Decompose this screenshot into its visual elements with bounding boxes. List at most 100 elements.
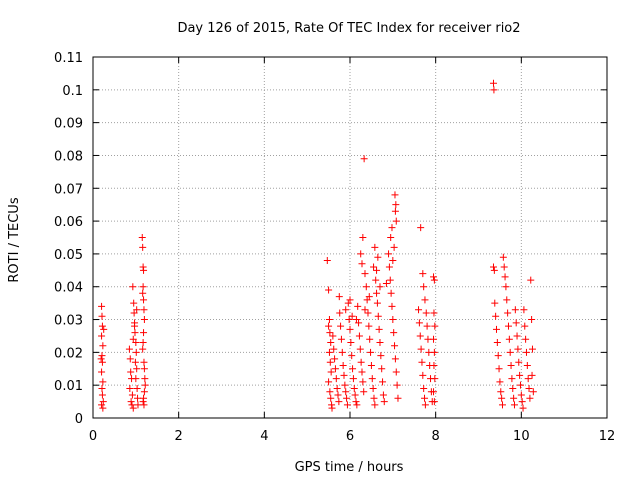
data-point	[133, 384, 141, 392]
data-point	[99, 378, 107, 386]
data-point	[369, 384, 377, 392]
plot-frame	[92, 56, 608, 419]
data-point	[139, 345, 147, 353]
data-point	[498, 401, 506, 409]
data-point	[98, 391, 106, 399]
data-point	[420, 384, 428, 392]
data-point	[513, 332, 521, 340]
data-point	[489, 79, 497, 87]
data-point	[526, 394, 534, 402]
data-point	[419, 270, 427, 278]
data-point	[387, 234, 395, 241]
data-point	[430, 309, 438, 317]
data-point	[337, 322, 345, 330]
data-point	[98, 358, 106, 366]
data-point	[140, 329, 148, 337]
data-point	[134, 394, 142, 402]
y-tick-label: 0.03	[54, 314, 83, 329]
data-point	[373, 289, 381, 297]
data-point	[391, 207, 399, 215]
data-point	[358, 260, 366, 268]
data-point	[327, 394, 335, 402]
y-tick-label: 0.09	[54, 117, 83, 132]
data-point	[497, 388, 505, 396]
data-point	[125, 345, 133, 353]
data-point	[359, 378, 367, 386]
data-point	[140, 296, 148, 304]
data-point	[98, 312, 106, 320]
data-point	[133, 306, 141, 314]
data-point	[326, 358, 334, 366]
data-point	[325, 316, 333, 324]
chart-title: Day 126 of 2015, Rate Of TEC Index for r…	[177, 21, 520, 36]
data-point	[127, 398, 135, 406]
data-point	[99, 398, 107, 406]
data-point	[345, 316, 353, 324]
data-point	[391, 342, 399, 350]
data-point	[348, 312, 356, 320]
data-point	[373, 266, 381, 274]
data-point	[415, 319, 423, 327]
data-point	[360, 388, 368, 396]
data-point	[335, 293, 343, 301]
data-point	[139, 398, 147, 406]
data-point	[366, 335, 374, 343]
data-point	[126, 355, 134, 363]
data-point	[327, 368, 335, 376]
data-point	[349, 365, 357, 373]
y-tick-label: 0.04	[54, 281, 83, 296]
data-point	[371, 401, 379, 409]
data-point	[501, 273, 509, 281]
data-point	[421, 394, 429, 402]
data-point	[516, 381, 524, 389]
data-point	[371, 243, 379, 251]
data-point	[99, 342, 107, 350]
data-point	[521, 322, 529, 330]
data-point	[378, 365, 386, 373]
data-point	[523, 361, 531, 369]
data-point	[528, 345, 536, 353]
y-tick-label: 0	[75, 412, 83, 427]
data-point	[379, 378, 387, 386]
data-point	[370, 263, 378, 271]
data-point	[417, 224, 425, 232]
data-point	[372, 276, 380, 284]
data-point	[126, 384, 134, 392]
data-point	[490, 266, 498, 274]
data-point	[374, 312, 382, 320]
data-point	[529, 388, 537, 396]
data-point	[393, 381, 401, 389]
data-point	[528, 371, 536, 379]
data-point	[338, 348, 346, 356]
data-point	[388, 224, 396, 232]
data-point	[503, 296, 511, 304]
data-point	[323, 256, 331, 264]
data-point	[504, 322, 512, 330]
data-point	[357, 250, 365, 258]
data-point	[392, 368, 400, 376]
data-point	[370, 394, 378, 402]
data-point	[360, 155, 368, 163]
data-point	[491, 299, 499, 307]
data-point	[132, 348, 140, 356]
data-point	[415, 306, 423, 314]
data-point	[416, 332, 424, 340]
data-point	[325, 378, 333, 386]
data-point	[390, 243, 398, 251]
data-point	[346, 325, 354, 333]
data-point	[386, 276, 394, 284]
data-point	[128, 391, 136, 399]
data-point	[129, 404, 137, 412]
data-point	[354, 302, 362, 310]
data-point	[422, 309, 430, 317]
data-point	[326, 388, 334, 396]
data-point	[129, 335, 137, 343]
data-point	[390, 329, 398, 337]
data-point	[389, 316, 397, 324]
x-tick-label: 10	[513, 429, 530, 444]
data-point	[492, 325, 500, 333]
data-point	[340, 371, 348, 379]
data-point	[353, 401, 361, 409]
data-point	[376, 283, 384, 291]
